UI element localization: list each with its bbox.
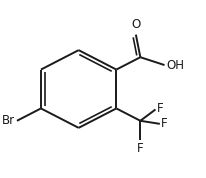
Text: F: F bbox=[137, 142, 144, 155]
Text: F: F bbox=[157, 102, 164, 115]
Text: Br: Br bbox=[2, 114, 15, 127]
Text: O: O bbox=[131, 18, 140, 32]
Text: OH: OH bbox=[166, 59, 184, 72]
Text: F: F bbox=[161, 117, 168, 130]
